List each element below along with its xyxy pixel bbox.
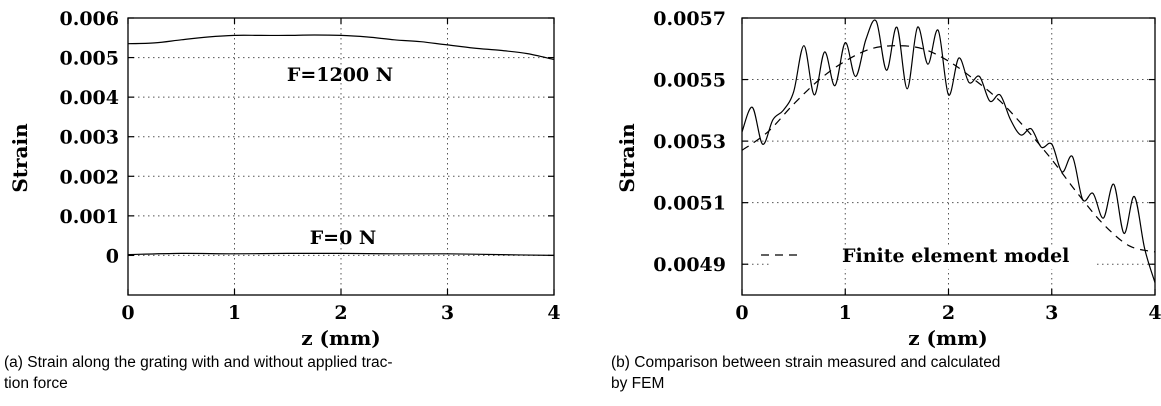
panel-a-x-label: z (mm) (301, 326, 381, 350)
x-tick-label: 0 (735, 302, 748, 324)
y-tick-label: 0.005 (60, 48, 120, 70)
panel-a-grid (128, 18, 554, 295)
x-tick-label: 3 (441, 302, 454, 324)
panel-a-series (127, 34, 555, 256)
caption-a-line2: tion force (4, 375, 68, 392)
panel-b-ticks: 0 1 2 3 4 0.0049 0.0051 0.0053 0.0055 0.0057 (653, 8, 1161, 324)
chart_data-0-series-0-line (127, 34, 555, 61)
y-tick-label: 0.0057 (653, 8, 726, 30)
panel-a-y-label: Strain (8, 123, 32, 193)
legend: Finite element model (761, 245, 1069, 267)
y-tick-label: 0.002 (60, 166, 120, 188)
x-tick-label: 2 (334, 302, 347, 324)
x-tick-label: 1 (839, 302, 852, 324)
chart_data-1-series-0-line (741, 19, 1156, 283)
caption-b-line1: (b) Comparison between strain measured a… (611, 354, 1001, 371)
y-tick-label: 0.004 (60, 87, 120, 109)
y-tick-label: 0.001 (60, 206, 120, 228)
panel-a-ticks: 0 1 2 3 4 0 0.001 0.002 0.003 0.004 0.005 0.006 (60, 8, 561, 324)
legend-label-fem: Finite element model (842, 245, 1069, 267)
x-tick-label: 4 (547, 302, 560, 324)
x-tick-label: 0 (121, 302, 134, 324)
legend-background (770, 247, 1096, 269)
caption-b: (b) Comparison between strain measured a… (611, 352, 1159, 394)
chart_data-0-series-1-line (127, 252, 555, 256)
y-tick-label: 0.0051 (653, 193, 726, 215)
y-tick-label: 0.003 (60, 127, 120, 149)
caption-a-line1: (a) Strain along the grating with and wi… (4, 354, 393, 371)
panel-a-chart: 0 1 2 3 4 0 0.001 0.002 0.003 0.004 0.005 0.006 F=1… (8, 8, 561, 350)
caption-b-line2: by FEM (611, 375, 665, 392)
y-tick-label: 0.006 (60, 8, 120, 30)
annotation-f1200: F=1200 N (287, 64, 393, 86)
x-tick-label: 2 (942, 302, 955, 324)
x-tick-label: 1 (228, 302, 241, 324)
panel-b-series (741, 19, 1156, 283)
y-tick-label: 0.0055 (653, 70, 726, 92)
y-tick-label: 0 (106, 245, 119, 267)
panel-b-chart: 0 1 2 3 4 0.0049 0.0051 0.0053 0.0055 0.0057 Fini… (615, 8, 1161, 350)
caption-a: (a) Strain along the grating with and wi… (4, 352, 584, 394)
panel-b-x-label: z (mm) (908, 326, 988, 350)
panel-b-y-label: Strain (615, 123, 639, 193)
x-tick-label: 4 (1148, 302, 1161, 324)
x-tick-label: 3 (1045, 302, 1058, 324)
y-tick-label: 0.0049 (653, 254, 726, 276)
y-tick-label: 0.0053 (653, 131, 726, 153)
annotation-f0: F=0 N (310, 227, 377, 249)
